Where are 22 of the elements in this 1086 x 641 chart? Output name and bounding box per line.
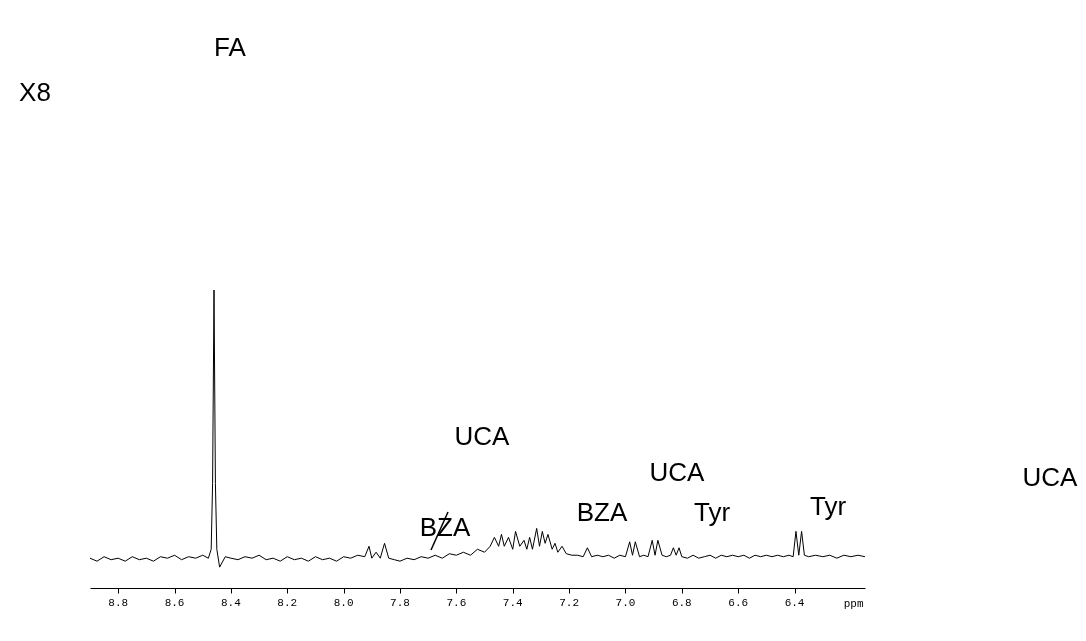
text: UCA (1022, 462, 1079, 492)
text: X8 (19, 77, 51, 107)
x-tick-label: 8.6 (164, 597, 185, 609)
x-tick-label: 7.0 (615, 597, 636, 609)
x-tick-label: 7.4 (502, 597, 524, 609)
annotation: UCA (649, 457, 706, 487)
x-tick-label: 7.8 (390, 597, 410, 609)
annotation: Tyr (809, 491, 847, 521)
x-axis-title: ppm (843, 597, 864, 610)
x-tick-label: 8.4 (221, 597, 242, 609)
x-tick-label: 7.6 (446, 597, 467, 609)
x-tick-label: 8.0 (333, 597, 354, 609)
x-tick-label: 6.8 (671, 597, 692, 609)
x-tick-label: 6.4 (784, 597, 805, 609)
x-tick-label: 7.2 (559, 597, 579, 609)
x-tick-label: 8.8 (108, 597, 129, 609)
x-tick-label: 8.2 (277, 597, 298, 609)
annotation: Tyr (693, 497, 731, 527)
annotation: BZA (576, 497, 628, 527)
annotation: UCA (454, 421, 511, 451)
text: FA (214, 32, 247, 62)
x-tick-label: 6.6 (728, 597, 749, 609)
